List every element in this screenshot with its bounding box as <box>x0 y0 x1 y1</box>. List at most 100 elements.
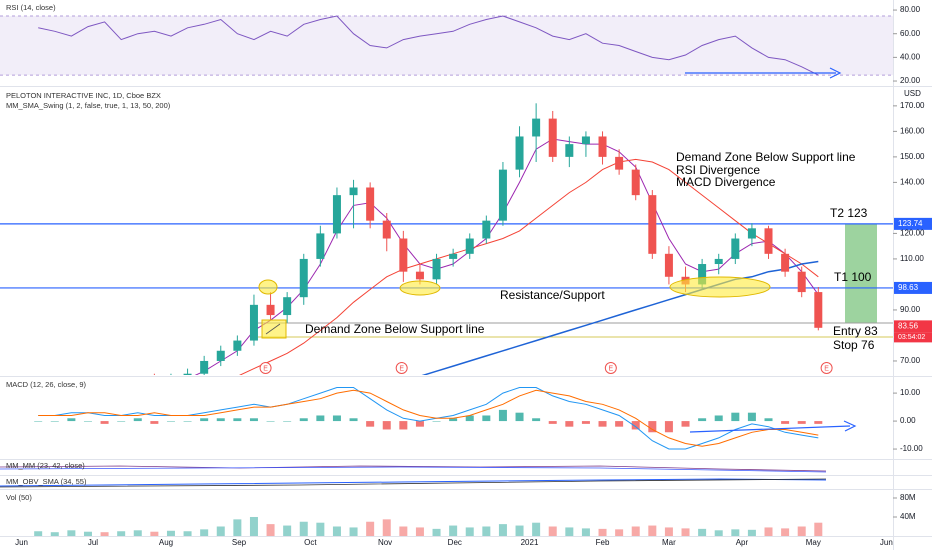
macd-hist <box>366 421 375 427</box>
macd-hist <box>382 421 391 430</box>
candle-body <box>631 169 640 196</box>
macd-hist <box>50 421 59 422</box>
volume-bar <box>581 528 590 536</box>
volume-bar <box>432 528 441 536</box>
volume-bar <box>515 525 524 536</box>
macd-hist <box>598 421 607 427</box>
annotation: Entry 83 <box>833 324 878 338</box>
annotation: Demand Zone Below Support line <box>676 150 856 164</box>
macd-hist <box>648 421 657 433</box>
volume-bar <box>664 527 673 536</box>
annotation: MACD Divergence <box>676 175 776 189</box>
volume-bar <box>249 516 258 536</box>
candle-body <box>664 253 673 277</box>
volume-bar <box>266 524 275 536</box>
y-tick-label: 40.00 <box>900 52 921 61</box>
y-tick-label: 90.00 <box>900 305 921 314</box>
macd-hist <box>747 412 756 422</box>
x-tick-label: Oct <box>304 538 317 547</box>
macd-hist <box>714 415 723 422</box>
candle-body <box>34 432 42 437</box>
rsi-band <box>0 15 893 76</box>
candle-body <box>134 381 142 391</box>
volume-bar <box>747 529 756 536</box>
volume-bar <box>200 529 209 536</box>
macd-line <box>38 387 819 450</box>
volume-bar <box>498 524 507 536</box>
x-tick-label: Dec <box>448 538 462 547</box>
countdown: 03:54:02 <box>898 334 925 341</box>
macd-hist <box>631 421 640 430</box>
x-tick-label: May <box>806 538 821 547</box>
candle-body <box>648 195 657 254</box>
annotation: T1 100 <box>834 270 872 284</box>
panel <box>0 103 893 437</box>
volume-bar <box>415 527 424 536</box>
volume-bar <box>382 519 391 536</box>
volume-bar <box>366 521 375 536</box>
countdown-box <box>894 332 932 343</box>
x-tick-label: Jun <box>880 538 893 547</box>
y-tick-label: 170.00 <box>900 101 925 110</box>
annotation: Demand Zone Below Support line <box>305 322 485 336</box>
macd-hist <box>233 418 242 422</box>
macd-hist <box>432 421 441 422</box>
macd-hist <box>449 418 458 422</box>
earnings-marker <box>604 362 617 374</box>
panel <box>34 516 823 536</box>
y-tick-label: 20.00 <box>900 76 921 85</box>
volume-bar <box>797 526 806 536</box>
candle-body <box>415 271 424 280</box>
volume-bar <box>316 522 325 536</box>
x-tick-label: Jun <box>15 538 28 547</box>
candle-body <box>432 258 441 280</box>
volume-bar <box>299 521 308 536</box>
macd-hist <box>249 418 258 422</box>
legend: Vol (50) <box>6 493 32 502</box>
earnings-label: E <box>399 365 404 372</box>
rsi-line <box>38 15 819 76</box>
macd-hist <box>664 421 673 433</box>
price-label: 123.74 <box>898 219 923 228</box>
layers: E E E E 123.74 98.63 83.56 03:54:02 Jun Jul Aug Sep… <box>0 5 932 547</box>
y-tick-label: 110.00 <box>900 254 924 263</box>
volume-bar <box>615 529 624 536</box>
macd-hist <box>731 412 740 422</box>
x-tick-label: Jul <box>88 538 98 547</box>
y-tick-label: 70.00 <box>900 356 921 365</box>
macd-hist <box>349 418 358 422</box>
legend: PELOTON INTERACTIVE INC, 1D, Cboe BZX <box>6 91 161 100</box>
macd-hist <box>698 418 707 422</box>
y-tick-label: 140.00 <box>900 178 925 187</box>
candle-body <box>731 238 740 259</box>
macd-hist <box>515 412 524 422</box>
candle-body <box>465 238 474 254</box>
y-tick-label: 10.00 <box>900 388 921 397</box>
candle-body <box>747 228 756 239</box>
annotation: Resistance/Support <box>500 288 605 302</box>
volume-bar <box>764 527 773 536</box>
earnings-label: E <box>608 365 613 372</box>
macd-hist <box>415 421 424 427</box>
price-box <box>894 320 932 333</box>
x-tick-label: Apr <box>736 538 749 547</box>
macd-hist <box>316 415 325 422</box>
macd-hist <box>266 421 275 422</box>
candle-body <box>283 297 292 316</box>
candle-body <box>814 292 823 328</box>
legend: MM_OBV_SMA (34, 55) <box>6 477 87 486</box>
macd-hist <box>216 418 225 422</box>
macd-hist <box>465 415 474 422</box>
macd-hist <box>615 421 624 427</box>
x-tick-label: Nov <box>378 538 392 547</box>
panel <box>34 387 823 450</box>
candle-body <box>565 144 574 157</box>
x-tick-label: Sep <box>232 538 247 547</box>
legend: MACD (12, 26, close, 9) <box>6 380 87 389</box>
y-tick-label: 60.00 <box>900 29 921 38</box>
macd-hist <box>399 421 408 430</box>
volume-bar <box>233 519 242 536</box>
volume-bar <box>548 526 557 536</box>
